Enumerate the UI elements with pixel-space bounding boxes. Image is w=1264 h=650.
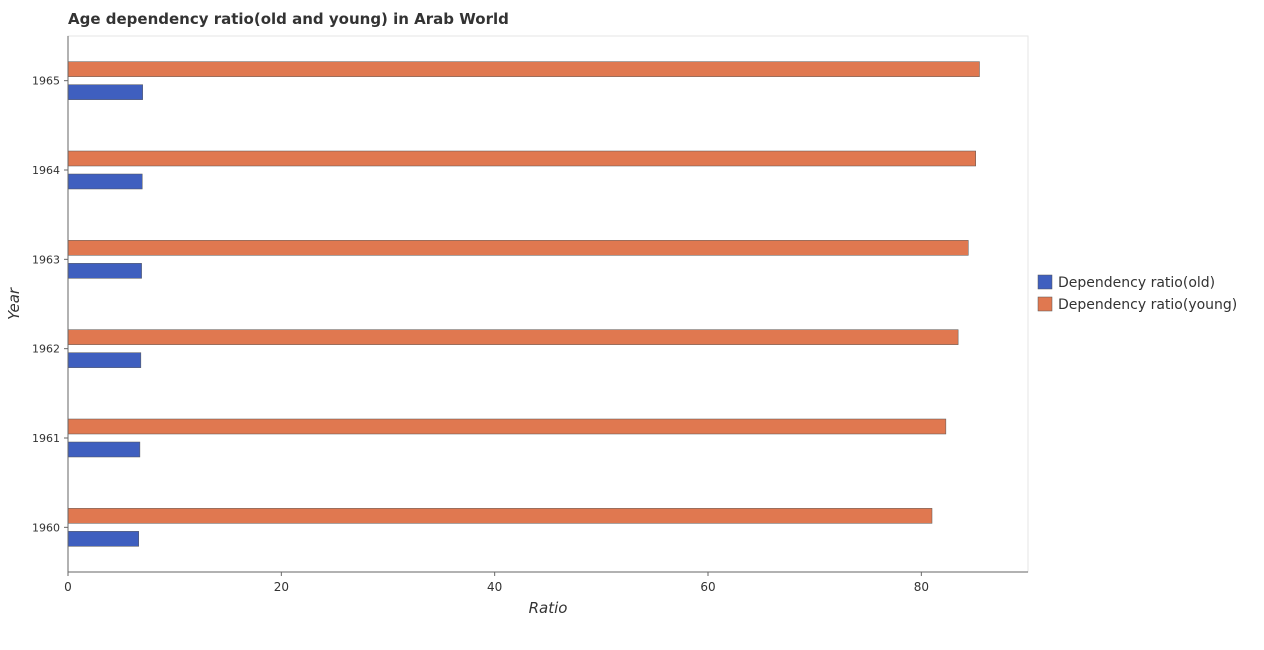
legend: Dependency ratio(old) Dependency ratio(yo… — [1038, 275, 1237, 313]
y-tick-label-1962: 1962 — [32, 343, 60, 356]
x-tick-label-20: 20 — [274, 580, 289, 594]
bar-old-1963 — [68, 263, 142, 278]
y-tick-label-1961: 1961 — [32, 432, 60, 445]
bar-young-1963 — [68, 240, 968, 255]
x-tick-label-0: 0 — [64, 580, 72, 594]
legend-swatch-old — [1038, 275, 1052, 289]
bar-old-1964 — [68, 174, 142, 189]
bar-young-1961 — [68, 419, 946, 434]
x-tick-label-60: 60 — [700, 580, 715, 594]
y-tick-label-1964: 1964 — [32, 164, 60, 177]
bar-young-1962 — [68, 330, 958, 345]
y-axis: 1960 1961 1962 1963 1964 1965 — [32, 36, 68, 572]
bar-young-1965 — [68, 62, 979, 77]
legend-label-young: Dependency ratio(young) — [1058, 297, 1237, 313]
y-tick-label-1965: 1965 — [32, 75, 60, 88]
y-axis-label: Year — [5, 287, 23, 320]
x-axis-label: Ratio — [529, 599, 568, 617]
x-tick-label-40: 40 — [487, 580, 502, 594]
bar-young-1964 — [68, 151, 976, 166]
bar-old-1960 — [68, 531, 139, 546]
bar-young-1960 — [68, 508, 932, 523]
bar-old-1965 — [68, 85, 143, 100]
y-tick-label-1960: 1960 — [32, 521, 60, 534]
plot-area — [68, 36, 1028, 572]
bar-old-1962 — [68, 353, 141, 368]
plot-frame — [68, 36, 1028, 572]
x-axis: 0 20 40 60 80 — [64, 572, 1028, 594]
legend-swatch-young — [1038, 297, 1052, 311]
legend-label-old: Dependency ratio(old) — [1058, 275, 1215, 291]
y-tick-label-1963: 1963 — [32, 253, 60, 266]
x-tick-label-80: 80 — [914, 580, 929, 594]
bar-old-1961 — [68, 442, 140, 457]
